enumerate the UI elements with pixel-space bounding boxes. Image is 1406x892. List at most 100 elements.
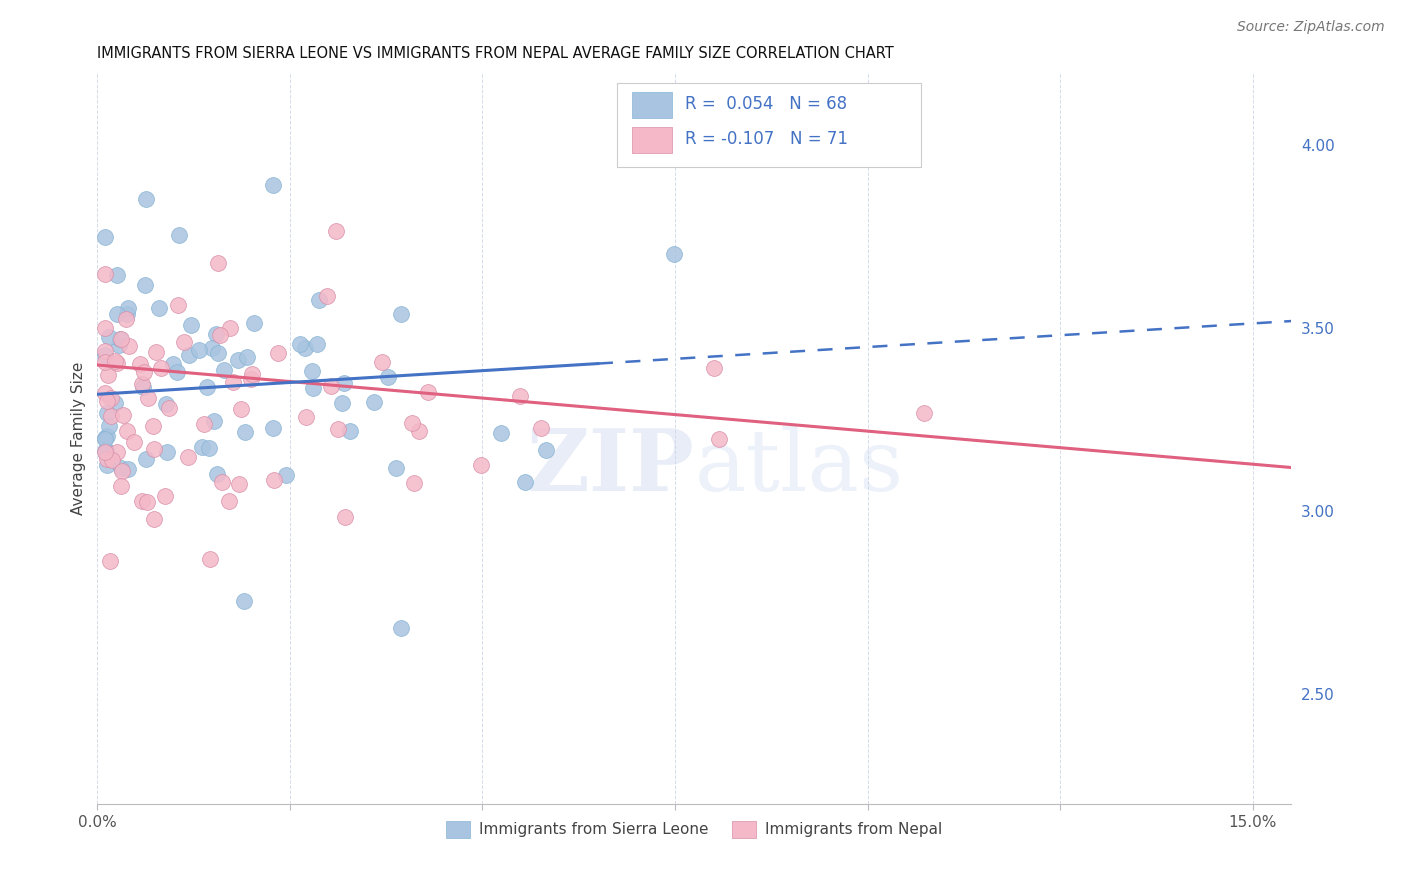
Point <box>912 406 935 420</box>
Legend: Immigrants from Sierra Leone, Immigrants from Nepal: Immigrants from Sierra Leone, Immigrants… <box>440 814 949 844</box>
Point <box>166 365 188 379</box>
Text: Source: ZipAtlas.com: Source: ZipAtlas.com <box>1237 20 1385 34</box>
Point <box>385 461 408 475</box>
Point <box>197 441 219 455</box>
Point <box>105 445 128 459</box>
Point <box>153 489 176 503</box>
Point <box>132 365 155 379</box>
Point <box>142 512 165 526</box>
Point <box>307 337 329 351</box>
Point <box>105 356 128 370</box>
Point <box>662 247 685 261</box>
Point <box>162 357 184 371</box>
Point <box>94 354 117 368</box>
Point <box>389 621 412 635</box>
Point <box>96 458 118 472</box>
Point <box>371 355 394 369</box>
Point <box>212 363 235 377</box>
Point <box>266 345 288 359</box>
Point <box>94 445 117 459</box>
Point <box>167 298 190 312</box>
Point <box>111 464 134 478</box>
Point <box>94 348 117 362</box>
Point <box>132 380 155 394</box>
Point <box>200 551 222 566</box>
FancyBboxPatch shape <box>617 83 921 168</box>
Point <box>136 392 159 406</box>
FancyBboxPatch shape <box>633 127 672 153</box>
Point <box>94 443 117 458</box>
Point <box>100 391 122 405</box>
Point <box>167 227 190 242</box>
Point <box>128 357 150 371</box>
Point <box>401 416 423 430</box>
Y-axis label: Average Family Size: Average Family Size <box>72 361 86 515</box>
Point <box>263 473 285 487</box>
Point <box>98 330 121 344</box>
Point <box>108 332 131 346</box>
Point <box>100 452 122 467</box>
Point <box>94 431 117 445</box>
Point <box>207 255 229 269</box>
Point <box>118 339 141 353</box>
Point <box>536 443 558 458</box>
Point <box>301 363 323 377</box>
Text: atlas: atlas <box>695 425 904 509</box>
Point <box>328 422 350 436</box>
Point <box>228 477 250 491</box>
Point <box>295 409 318 424</box>
Point <box>363 395 385 409</box>
Point <box>180 318 202 333</box>
Text: R = -0.107   N = 71: R = -0.107 N = 71 <box>685 129 848 148</box>
Point <box>402 475 425 490</box>
Point <box>115 424 138 438</box>
Point <box>117 301 139 315</box>
Point <box>240 367 263 381</box>
Point <box>96 394 118 409</box>
Point <box>707 433 730 447</box>
Point <box>389 307 412 321</box>
Point <box>142 418 165 433</box>
Point <box>142 442 165 456</box>
Point <box>191 441 214 455</box>
Point <box>209 328 232 343</box>
Point <box>211 475 233 490</box>
Point <box>235 425 257 439</box>
Point <box>515 475 537 489</box>
Point <box>117 462 139 476</box>
Point <box>96 405 118 419</box>
Point <box>96 429 118 443</box>
Point <box>218 493 240 508</box>
Point <box>94 229 117 244</box>
Point <box>315 289 337 303</box>
Point <box>377 370 399 384</box>
Point <box>111 408 134 422</box>
Point <box>302 381 325 395</box>
Point <box>110 332 132 346</box>
Point <box>135 494 157 508</box>
Point <box>489 425 512 440</box>
Text: ZIP: ZIP <box>526 425 695 509</box>
Point <box>110 479 132 493</box>
Point <box>108 338 131 352</box>
Point <box>94 320 117 334</box>
Point <box>149 360 172 375</box>
Point <box>218 321 240 335</box>
Point <box>235 350 257 364</box>
Point <box>530 420 553 434</box>
Point <box>98 554 121 568</box>
Point <box>332 396 354 410</box>
Point <box>131 376 153 391</box>
Point <box>195 380 218 394</box>
Point <box>105 306 128 320</box>
Point <box>104 396 127 410</box>
Point <box>201 341 224 355</box>
Point <box>703 361 725 376</box>
Point <box>97 368 120 383</box>
Point <box>193 417 215 432</box>
Point <box>148 301 170 316</box>
Point <box>94 443 117 458</box>
Point <box>96 452 118 467</box>
Point <box>115 307 138 321</box>
Point <box>104 353 127 368</box>
